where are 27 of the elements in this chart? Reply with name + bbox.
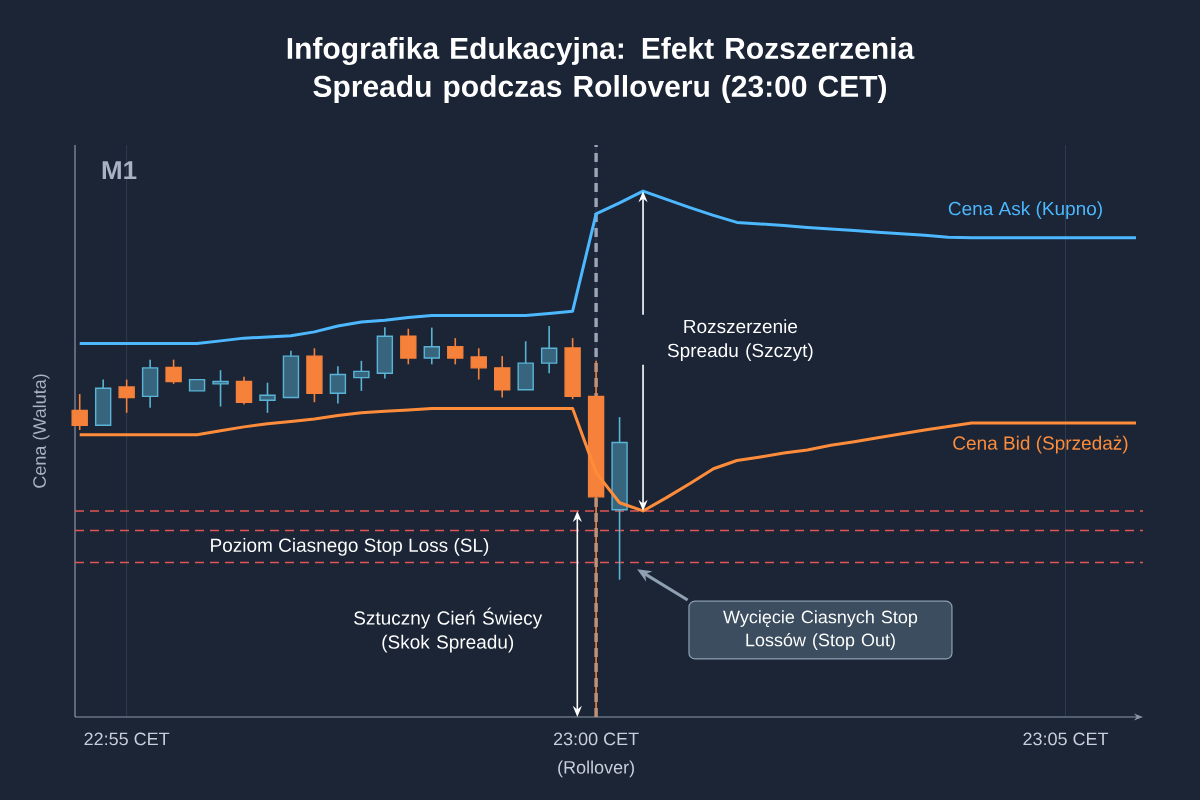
annotation: Rozszerzenie Spreadu (Szczyt) xyxy=(667,319,813,361)
candlestick xyxy=(540,325,558,375)
candlestick xyxy=(165,358,182,385)
candlestick xyxy=(400,327,417,366)
x-tick-label: 23:05 CET xyxy=(1023,732,1109,746)
candlestick xyxy=(423,326,440,366)
candlestick xyxy=(118,378,135,414)
candlestick xyxy=(447,337,464,366)
candlestick xyxy=(470,347,487,381)
annotation: Sztuczny Cień Świecy (Skok Spreadu) xyxy=(354,607,543,653)
y-axis-title: Cena (Waluta) xyxy=(32,374,50,488)
ref-line-label: Poziom Ciasnego Stop Loss (SL) xyxy=(211,538,489,556)
candlestick xyxy=(353,360,370,392)
chart-title: Infografika Edukacyjna: Efekt Rozszerzenia Spreadu podczas Rolloveru (23:00 CET) xyxy=(287,37,915,103)
series-label: Cena Ask (Kupno) xyxy=(948,201,1102,220)
candlestick xyxy=(329,365,347,405)
annotation: Wycięcie Ciasnych Stop Lossów (Stop Out) xyxy=(723,610,918,650)
candlestick xyxy=(235,376,253,406)
candlestick xyxy=(494,355,511,399)
ref-line-label: (Rollover) xyxy=(558,760,634,778)
candlestick xyxy=(71,393,88,431)
candlestick xyxy=(259,381,276,414)
x-tick-label: 23:00 CET xyxy=(553,732,639,746)
x-tick-label: 22:55 CET xyxy=(84,732,170,746)
candlestick xyxy=(212,369,229,408)
text: M1 xyxy=(102,161,137,180)
series-label: Cena Bid (Sprzedaż) xyxy=(953,435,1128,454)
